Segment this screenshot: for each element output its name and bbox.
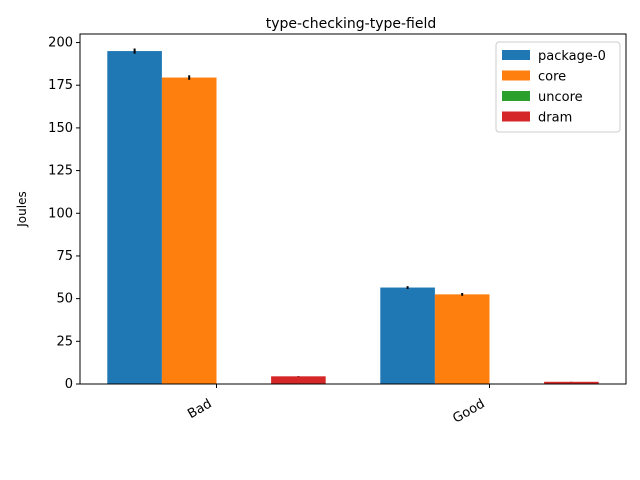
bar-package-0-Good — [380, 287, 435, 384]
y-tick-label: 125 — [48, 164, 73, 179]
y-tick-label: 0 — [65, 377, 73, 392]
bar-package-0-Bad — [107, 51, 162, 384]
legend-label-dram: dram — [538, 111, 572, 126]
legend-box — [495, 41, 621, 133]
y-axis: 0 25 50 75 100 125 150 175 200 — [48, 36, 80, 392]
plot-frame — [79, 33, 627, 385]
legend-label-core: core — [538, 70, 566, 85]
bar-core-Good — [434, 294, 490, 384]
x-tick-label: Bad — [185, 396, 214, 422]
legend-swatch-dram — [502, 111, 530, 122]
legend-swatch-core — [502, 70, 530, 81]
chart-title: type-checking-type-field — [266, 16, 437, 32]
y-tick-label: 175 — [48, 78, 73, 93]
bar-dram-Bad — [271, 376, 326, 384]
legend-swatch-package-0 — [502, 50, 530, 60]
bar-core-Bad — [161, 77, 217, 384]
bar-dram-Good — [544, 381, 599, 384]
bars — [107, 48, 599, 384]
legend-label-package-0: package-0 — [538, 49, 606, 64]
y-tick-label: 75 — [56, 249, 73, 264]
y-tick-label: 50 — [56, 292, 73, 307]
y-axis-label: Joules — [15, 191, 29, 227]
legend-swatch-uncore — [502, 91, 530, 101]
y-tick-label: 150 — [48, 121, 73, 136]
x-axis: Bad Good — [185, 384, 490, 427]
y-tick-label: 100 — [48, 206, 73, 221]
legend-label-uncore: uncore — [538, 90, 583, 105]
x-tick-label: Good — [450, 396, 487, 426]
y-tick-label: 25 — [56, 334, 73, 349]
y-tick-label: 200 — [48, 36, 73, 51]
legend: package-0 core uncore dram — [495, 41, 621, 133]
